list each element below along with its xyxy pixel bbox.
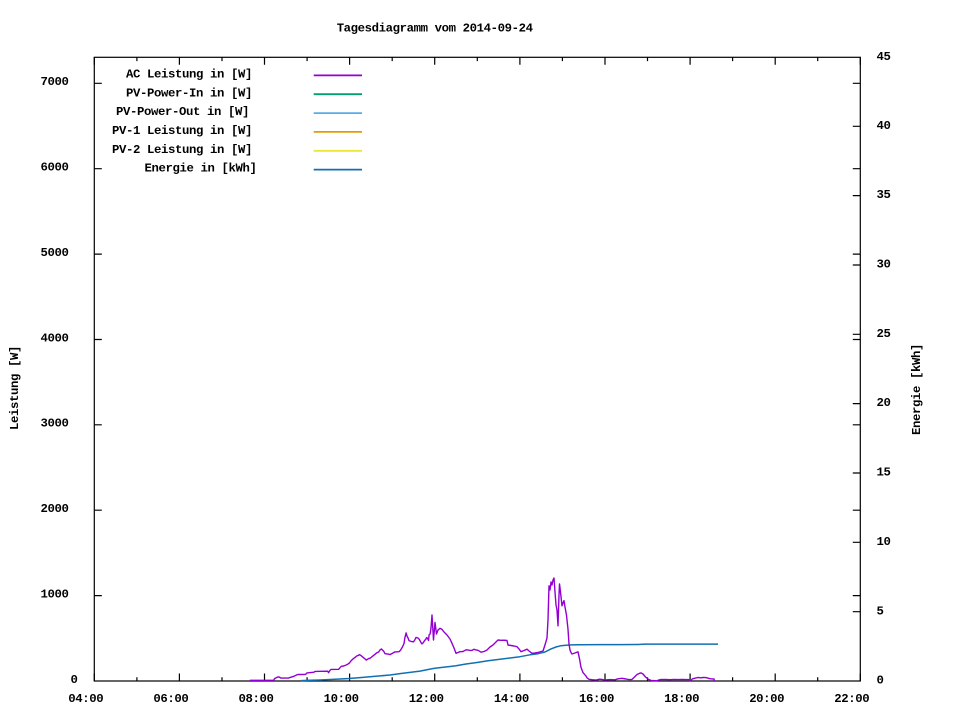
svg-text:Leistung [W]: Leistung [W] xyxy=(8,346,22,430)
svg-text:12:00: 12:00 xyxy=(409,692,444,706)
svg-text:06:00: 06:00 xyxy=(153,692,188,706)
svg-text:PV-Power-Out in [W]: PV-Power-Out in [W] xyxy=(116,105,249,119)
svg-text:Energie in [kWh]: Energie in [kWh] xyxy=(145,162,257,176)
svg-text:7000: 7000 xyxy=(41,75,69,89)
svg-text:40: 40 xyxy=(877,119,891,133)
svg-text:20: 20 xyxy=(877,396,891,410)
svg-text:Energie [kWh]: Energie [kWh] xyxy=(910,344,924,435)
svg-text:0: 0 xyxy=(71,673,78,687)
svg-text:15: 15 xyxy=(877,466,891,480)
svg-text:04:00: 04:00 xyxy=(68,692,103,706)
svg-text:22:00: 22:00 xyxy=(834,692,869,706)
svg-text:0: 0 xyxy=(877,674,884,688)
svg-text:2000: 2000 xyxy=(41,502,69,516)
svg-text:08:00: 08:00 xyxy=(239,692,274,706)
svg-text:3000: 3000 xyxy=(41,417,69,431)
svg-text:30: 30 xyxy=(877,258,891,272)
svg-text:AC Leistung in [W]: AC Leistung in [W] xyxy=(126,68,252,82)
svg-text:1000: 1000 xyxy=(41,587,69,601)
svg-text:4000: 4000 xyxy=(41,331,69,345)
svg-text:10: 10 xyxy=(877,535,891,549)
svg-text:25: 25 xyxy=(877,327,891,341)
svg-text:PV-Power-In in [W]: PV-Power-In in [W] xyxy=(126,86,252,100)
svg-text:45: 45 xyxy=(877,50,891,64)
svg-text:20:00: 20:00 xyxy=(749,692,784,706)
svg-text:5: 5 xyxy=(877,604,884,618)
svg-text:35: 35 xyxy=(877,188,891,202)
svg-text:6000: 6000 xyxy=(41,161,69,175)
svg-text:14:00: 14:00 xyxy=(494,692,529,706)
svg-text:18:00: 18:00 xyxy=(664,692,699,706)
svg-text:PV-2 Leistung in [W]: PV-2 Leistung in [W] xyxy=(112,143,252,157)
svg-text:5000: 5000 xyxy=(41,246,69,260)
svg-text:16:00: 16:00 xyxy=(579,692,614,706)
svg-text:Tagesdiagramm vom 2014-09-24: Tagesdiagramm vom 2014-09-24 xyxy=(337,22,534,36)
svg-text:PV-1 Leistung in [W]: PV-1 Leistung in [W] xyxy=(112,124,252,138)
svg-text:10:00: 10:00 xyxy=(324,692,359,706)
